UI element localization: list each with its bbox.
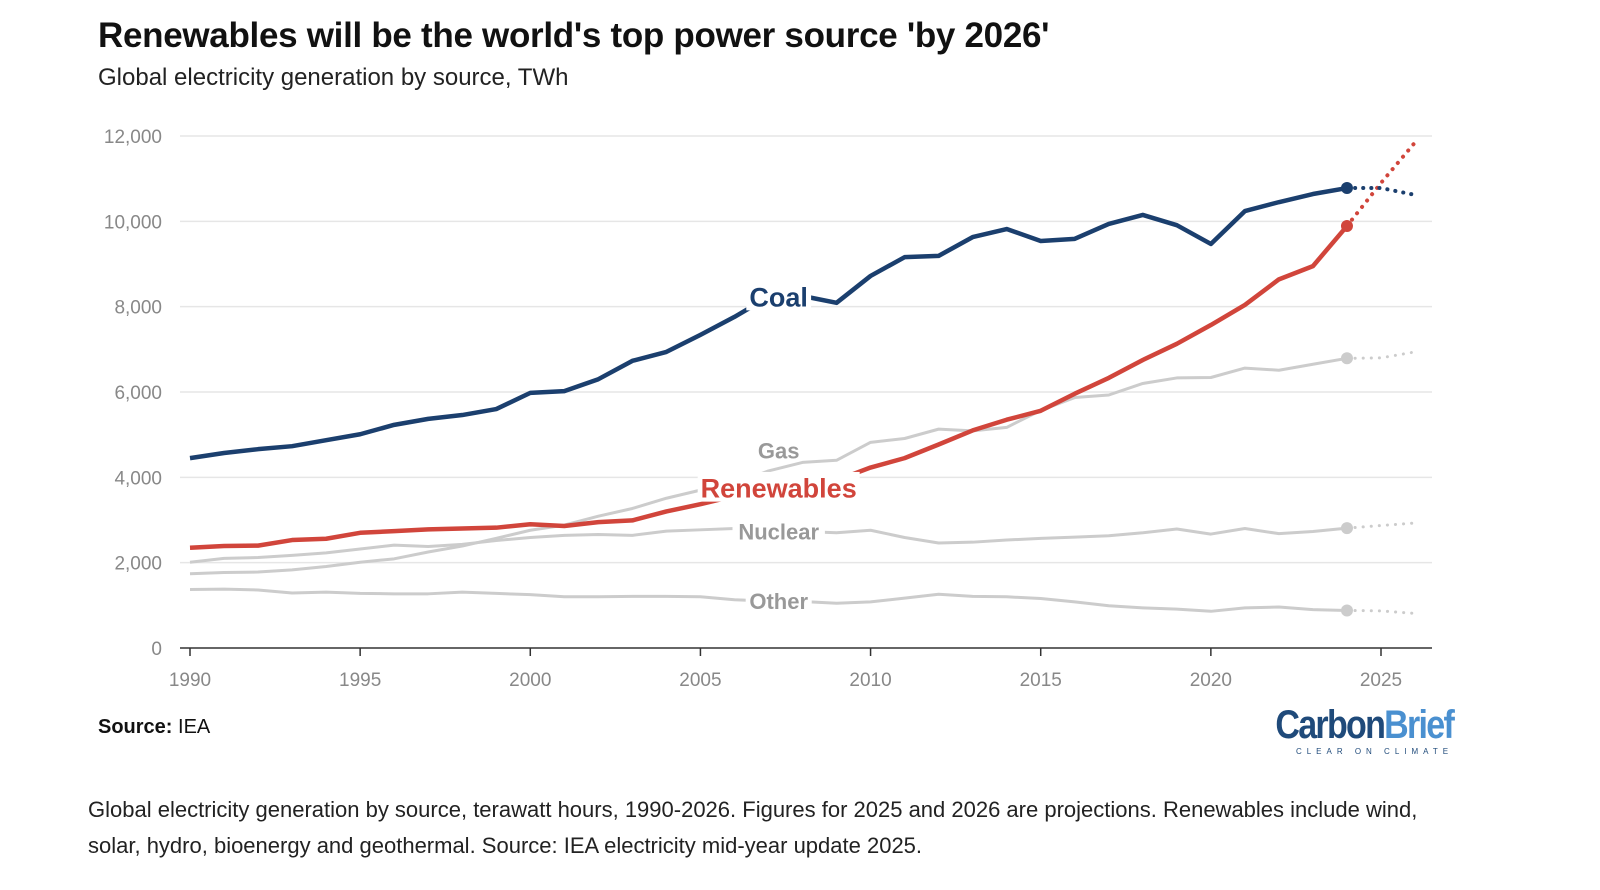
chart-subtitle: Global electricity generation by source,… bbox=[98, 64, 569, 91]
x-tick-label: 2020 bbox=[1190, 670, 1232, 691]
x-tick-label: 2025 bbox=[1360, 670, 1402, 691]
carbonbrief-logo: CarbonBrief CLEAR ON CLIMATE bbox=[1244, 703, 1455, 756]
gas-label-bg bbox=[758, 437, 799, 462]
renewables-projection-line bbox=[1344, 140, 1418, 229]
nuclear-marker bbox=[1340, 522, 1353, 535]
x-tick-label: 1995 bbox=[339, 670, 381, 691]
x-tick-label: 2000 bbox=[509, 670, 551, 691]
coal-line bbox=[189, 185, 1348, 461]
other-marker bbox=[1340, 604, 1353, 617]
nuclear-label-bg bbox=[732, 518, 825, 543]
logo-part1: Carbon bbox=[1275, 703, 1386, 747]
y-tick-label: 6,000 bbox=[114, 383, 162, 404]
gas-marker bbox=[1340, 352, 1353, 365]
source-value: IEA bbox=[178, 716, 211, 738]
gas-label: Gas bbox=[758, 439, 800, 464]
y-tick-label: 0 bbox=[151, 639, 162, 660]
renewables-marker bbox=[1340, 220, 1353, 233]
nuclear-label: Nuclear bbox=[738, 520, 819, 545]
coal-projection-line bbox=[1344, 186, 1418, 197]
other-projection-line bbox=[1345, 608, 1417, 615]
other-label-bg bbox=[745, 587, 812, 613]
source-note: Source: IEA bbox=[98, 716, 210, 739]
renewables-label: Renewables bbox=[701, 474, 857, 504]
gas-line bbox=[189, 356, 1348, 576]
logo-part2: Brief bbox=[1384, 703, 1455, 747]
nuclear-projection-line bbox=[1345, 521, 1417, 530]
source-label: Source: bbox=[98, 716, 173, 738]
logo-tagline: CLEAR ON CLIMATE bbox=[1295, 747, 1454, 756]
coal-label-bg bbox=[746, 280, 812, 311]
x-tick-label: 2010 bbox=[849, 670, 891, 691]
x-tick-label: 1990 bbox=[169, 670, 211, 691]
renewables-label-bg bbox=[697, 471, 860, 502]
caption: Global electricity generation by source,… bbox=[88, 797, 1418, 858]
y-tick-label: 12,000 bbox=[104, 127, 162, 148]
other-label: Other bbox=[749, 589, 808, 614]
x-tick-label: 2005 bbox=[679, 670, 721, 691]
chart-title: Renewables will be the world's top power… bbox=[98, 16, 1050, 55]
y-tick-label: 8,000 bbox=[114, 298, 162, 319]
gas-projection-line bbox=[1345, 350, 1417, 360]
y-tick-label: 4,000 bbox=[114, 468, 162, 489]
x-tick-label: 2015 bbox=[1020, 670, 1062, 691]
y-tick-label: 2,000 bbox=[114, 554, 162, 575]
coal-marker bbox=[1340, 182, 1353, 195]
y-tick-label: 10,000 bbox=[104, 212, 162, 233]
coal-label: Coal bbox=[749, 282, 808, 312]
